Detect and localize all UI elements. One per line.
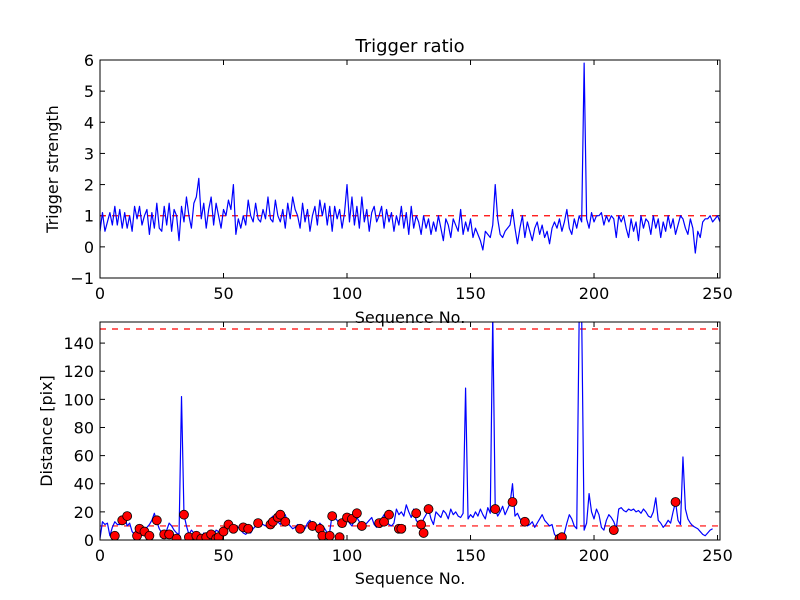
data-point (275, 509, 286, 520)
x-axis-label: Sequence No. (355, 308, 466, 327)
data-point (423, 504, 434, 514)
data-point (396, 523, 407, 534)
data-point (164, 529, 175, 540)
series-layer (100, 62, 720, 254)
data-point (379, 516, 389, 527)
data-point (253, 518, 263, 529)
plot-content (100, 62, 720, 254)
y-tick-label: 1 (84, 207, 94, 226)
x-tick-label: 150 (455, 284, 486, 303)
chart-title: Trigger ratio (354, 36, 464, 57)
data-point (519, 516, 530, 527)
y-tick-label: 120 (63, 362, 94, 381)
data-point (179, 509, 189, 520)
y-tick-label: 3 (84, 144, 94, 163)
data-point (608, 525, 619, 536)
x-tick-label: 0 (95, 546, 105, 565)
y-tick-label: 5 (84, 82, 94, 101)
x-axis-label: Sequence No. (355, 569, 466, 588)
y-tick-label: 20 (74, 503, 94, 522)
detection-points (109, 497, 681, 540)
plot-frame (99, 321, 721, 541)
plot-content (100, 322, 720, 540)
data-point (490, 504, 501, 514)
data-point (670, 497, 681, 507)
y-tick-label: 0 (84, 238, 94, 257)
y-tick-label: 2 (84, 176, 94, 195)
x-tick-label: 150 (455, 546, 486, 565)
y-axis-ticks: −1 0 1 2 3 4 5 6 (70, 51, 720, 288)
x-tick-label: 0 (95, 284, 105, 303)
x-tick-label: 50 (213, 284, 233, 303)
data-point (295, 523, 305, 534)
data-point (109, 530, 120, 540)
data-point (507, 497, 518, 507)
data-point (280, 516, 291, 527)
y-axis-ticks: 0 20 40 60 80 100 120 140 (63, 334, 720, 550)
data-point (557, 532, 567, 540)
y-tick-label: 140 (63, 334, 94, 353)
x-tick-label: 100 (332, 284, 363, 303)
data-point (151, 515, 162, 526)
distance-chart: 0 20 40 60 80 100 120 140 0 50 100 150 200 250 Seque… (37, 321, 733, 588)
data-point (351, 508, 362, 519)
y-tick-label: 60 (74, 447, 94, 466)
data-point (324, 530, 335, 540)
data-point (218, 526, 229, 537)
series-line (100, 62, 720, 254)
y-tick-label: 4 (84, 113, 94, 132)
y-axis-label: Trigger strength (43, 105, 62, 234)
y-tick-label: 80 (74, 418, 94, 437)
data-point (122, 511, 133, 521)
data-point (171, 533, 182, 540)
y-tick-label: −1 (70, 269, 94, 288)
x-tick-label: 250 (702, 546, 733, 565)
x-tick-label: 200 (579, 546, 610, 565)
data-point (327, 511, 338, 521)
data-point (228, 523, 239, 534)
plot-frame (99, 59, 721, 279)
y-tick-label: 6 (84, 51, 94, 70)
y-tick-label: 40 (74, 475, 94, 494)
data-point (243, 523, 254, 534)
data-point (416, 519, 427, 530)
data-point (411, 508, 422, 519)
x-axis-ticks: 0 50 100 150 200 250 (95, 322, 733, 565)
y-tick-label: 0 (84, 531, 94, 550)
y-axis-label: Distance [pix] (37, 375, 56, 487)
x-tick-label: 200 (579, 284, 610, 303)
x-tick-label: 250 (702, 284, 733, 303)
x-tick-label: 100 (332, 546, 363, 565)
x-tick-label: 50 (213, 546, 233, 565)
data-point (384, 509, 394, 520)
data-point (356, 521, 367, 531)
data-point (144, 530, 155, 540)
data-point (418, 528, 429, 538)
data-point (334, 532, 345, 540)
y-tick-label: 100 (63, 390, 94, 409)
